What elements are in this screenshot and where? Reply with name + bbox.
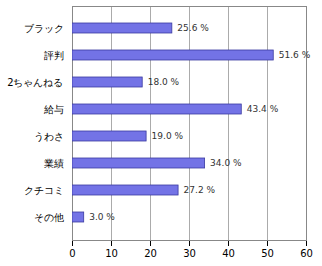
svg-text:2ちゃんねる: 2ちゃんねる xyxy=(7,77,63,88)
svg-text:3.0 %: 3.0 % xyxy=(89,212,115,222)
svg-text:0: 0 xyxy=(69,248,75,259)
svg-text:うわさ: うわさ xyxy=(34,131,64,142)
svg-text:43.4 %: 43.4 % xyxy=(247,104,279,114)
svg-text:給与: 給与 xyxy=(43,104,64,115)
svg-text:その他: その他 xyxy=(34,212,64,223)
svg-text:19.0 %: 19.0 % xyxy=(152,131,184,141)
svg-text:40: 40 xyxy=(222,248,235,259)
svg-text:50: 50 xyxy=(261,248,274,259)
svg-text:業績: 業績 xyxy=(44,158,64,169)
svg-text:27.2 %: 27.2 % xyxy=(184,185,216,195)
svg-text:60: 60 xyxy=(300,248,313,259)
svg-text:30: 30 xyxy=(183,248,196,259)
svg-text:10: 10 xyxy=(105,248,118,259)
svg-text:ブラック: ブラック xyxy=(24,23,64,34)
svg-text:51.6 %: 51.6 % xyxy=(279,50,311,60)
svg-text:34.0 %: 34.0 % xyxy=(210,158,242,168)
svg-text:18.0 %: 18.0 % xyxy=(148,77,180,87)
svg-text:25.6 %: 25.6 % xyxy=(177,23,209,33)
svg-text:評判: 評判 xyxy=(44,50,64,61)
svg-text:クチコミ: クチコミ xyxy=(24,185,64,196)
svg-text:20: 20 xyxy=(144,248,157,259)
